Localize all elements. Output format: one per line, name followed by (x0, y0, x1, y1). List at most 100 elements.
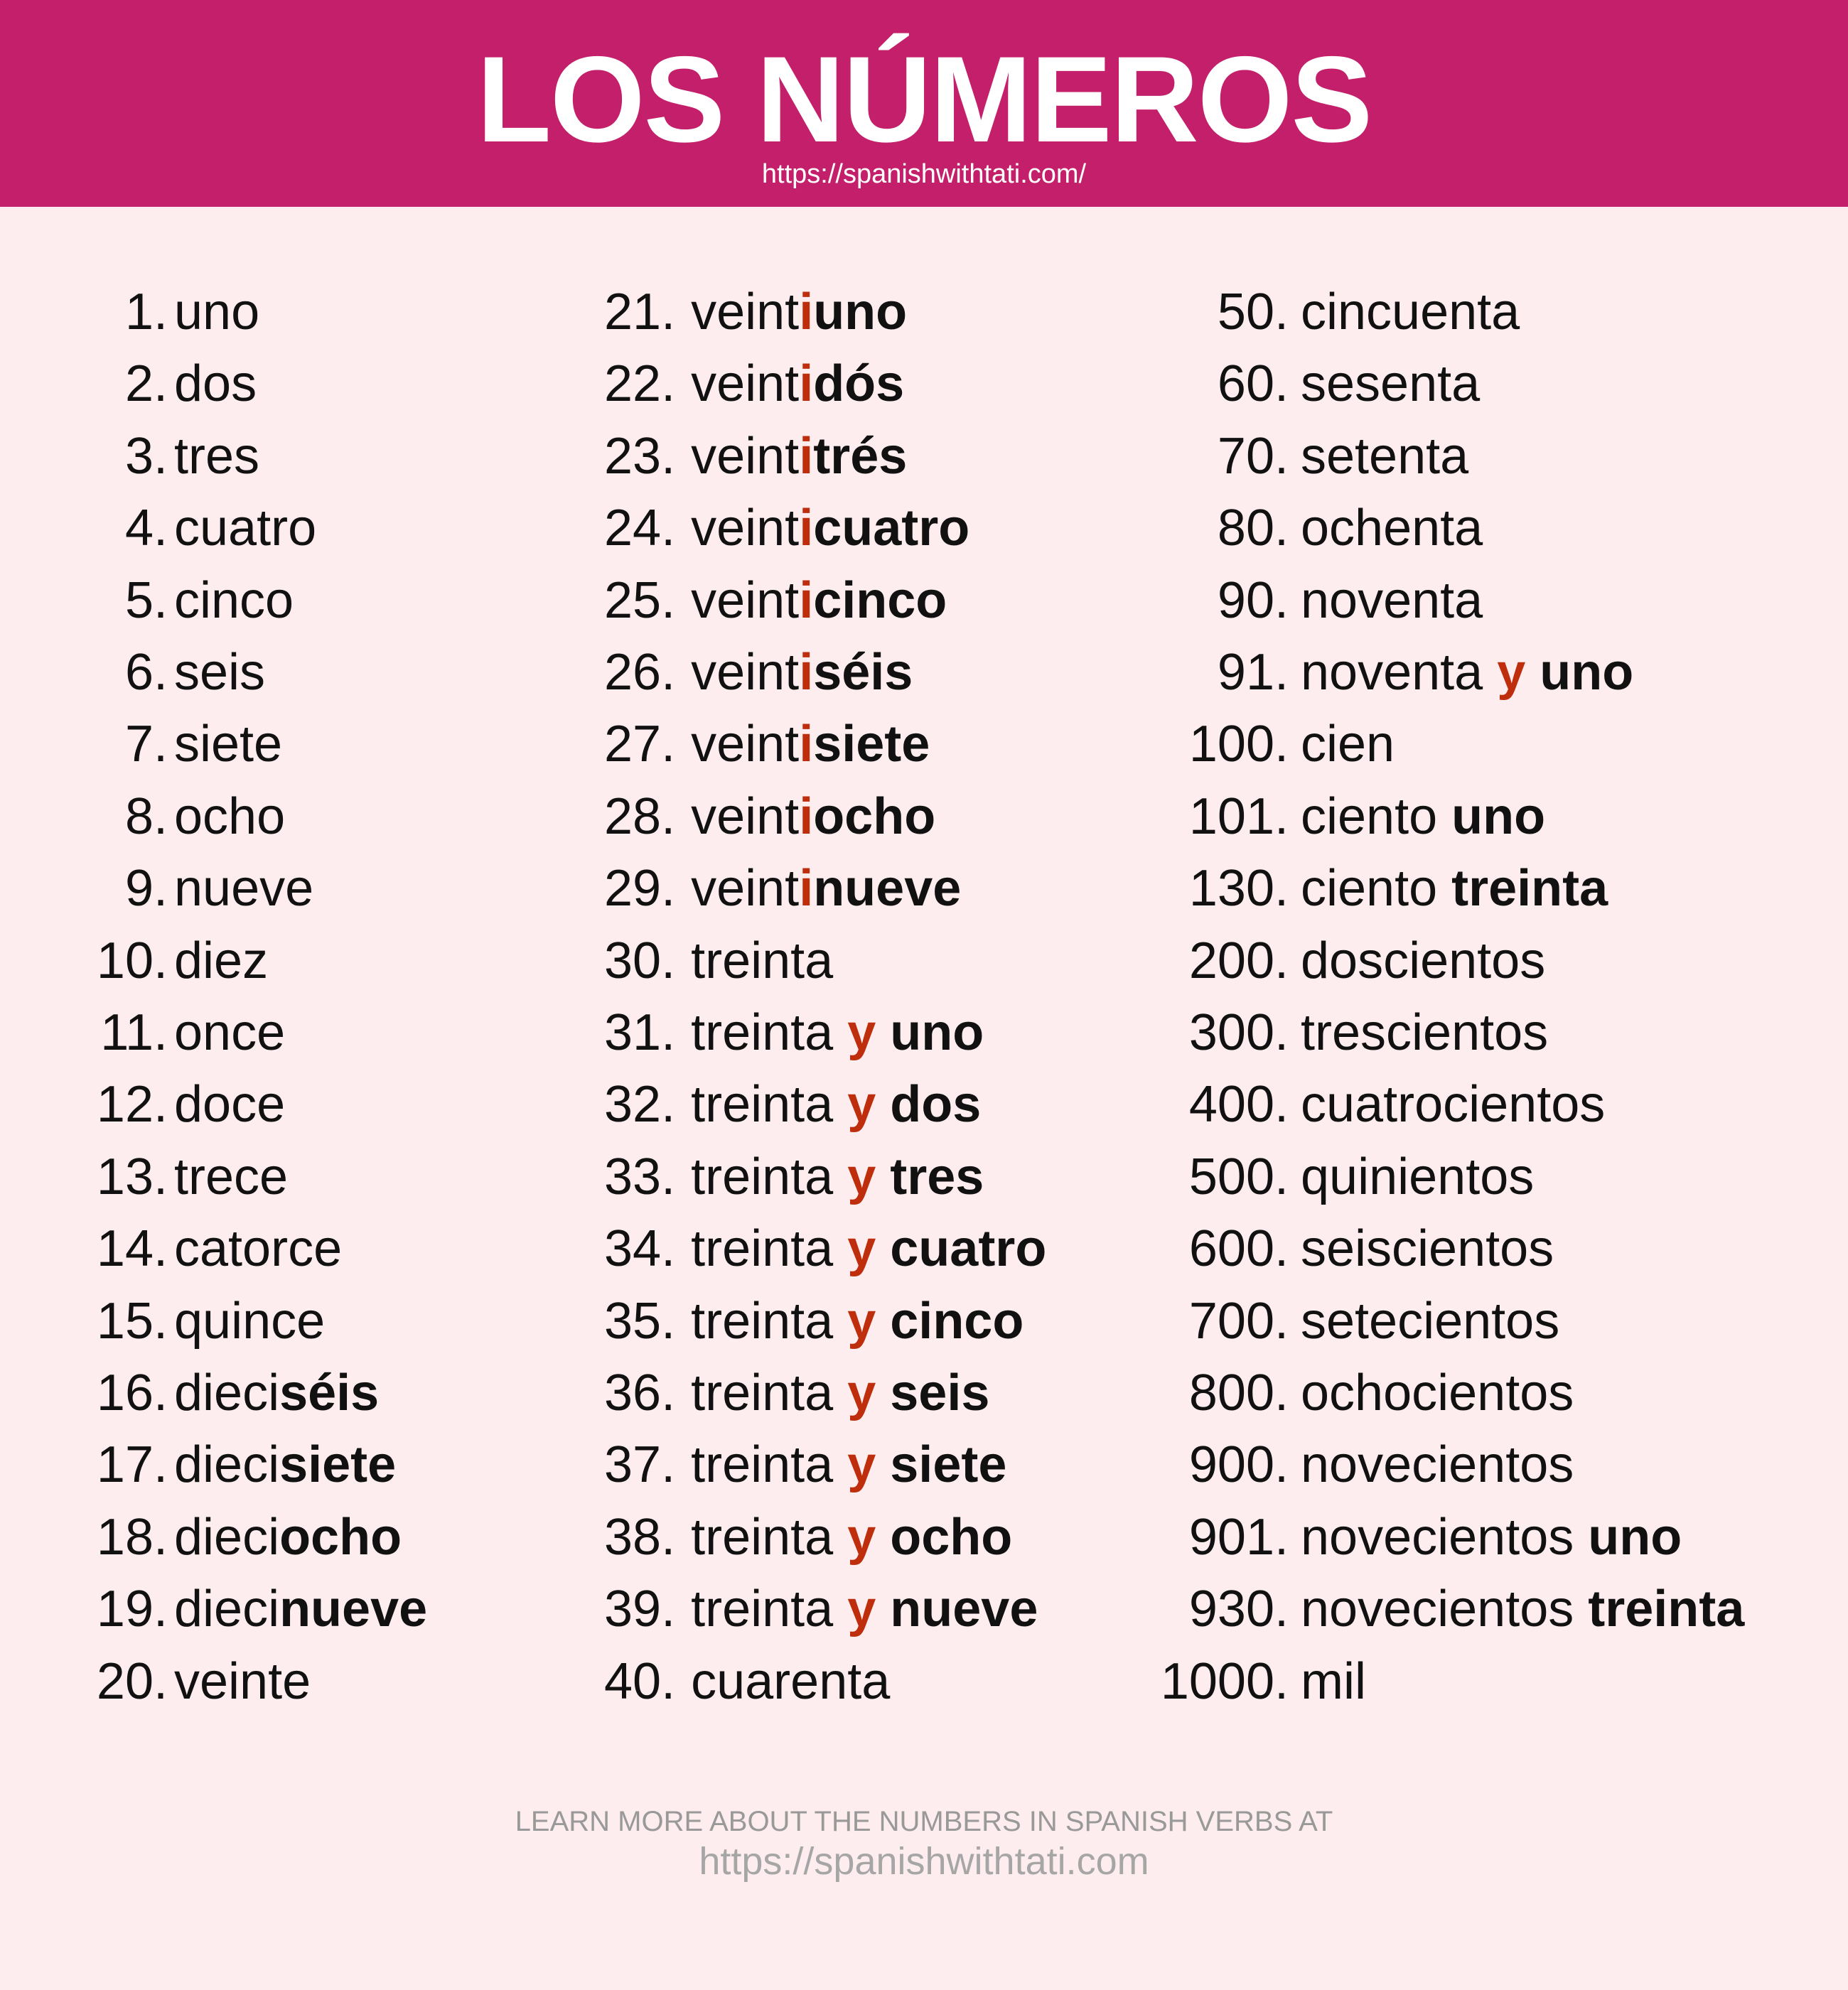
word-part: dieci (174, 1581, 280, 1638)
word-part: veint (691, 716, 800, 773)
number-label: 26. (604, 644, 676, 701)
number-row: 5. cinco (0, 565, 294, 636)
word-part: cuarenta (691, 1652, 891, 1710)
bold-part: uno (1588, 1508, 1682, 1566)
word-part: ochenta (1301, 500, 1483, 557)
word-part: ciento (1301, 787, 1452, 845)
number-row: 600. seiscientos (0, 1213, 1554, 1284)
highlight-part: i (799, 284, 814, 340)
number-label: 18. (96, 1508, 168, 1566)
bold-part: cinco (813, 571, 947, 629)
number-label: 35. (604, 1292, 676, 1350)
number-label: 91. (1217, 644, 1289, 701)
number-label: 34. (604, 1220, 676, 1278)
bold-part: uno (890, 1004, 984, 1061)
word-part: trece (174, 1148, 289, 1205)
number-row: 30. treinta (604, 925, 833, 996)
number-label: 101. (1188, 787, 1289, 845)
word-part: noventa (1301, 644, 1498, 701)
word-part: veinte (174, 1652, 311, 1710)
bold-part: dós (813, 355, 905, 413)
bold-part: seis (890, 1365, 990, 1421)
header-banner: LOS NÚMEROS https://spanishwithtati.com/ (0, 0, 1848, 207)
word-part: veint (691, 787, 800, 845)
bold-part: nueve (279, 1581, 428, 1638)
highlight-part: y (847, 1220, 891, 1278)
number-label: 9. (124, 860, 168, 918)
number-label: 60. (1217, 355, 1289, 413)
footer-url[interactable]: https://spanishwithtati.com (699, 1840, 1149, 1883)
bold-part: uno (1540, 644, 1634, 701)
number-row: 19. diecinueve (0, 1574, 427, 1645)
word-part: sesenta (1301, 355, 1481, 413)
number-label: 22. (604, 355, 676, 413)
number-row: 23. veintitrés (604, 421, 907, 492)
number-label: 39. (604, 1581, 676, 1638)
number-row: 930. novecientos treinta (0, 1574, 1744, 1645)
word-part: treinta (691, 1076, 848, 1134)
number-row: 36. treinta y seis (604, 1357, 989, 1429)
word-part: treinta (691, 1148, 848, 1205)
bold-part: cinco (890, 1292, 1024, 1350)
number-row: 39. treinta y nueve (604, 1574, 1038, 1645)
word-part: veint (691, 571, 800, 629)
bold-part: tres (890, 1148, 984, 1205)
number-row: 24. veinticuatro (604, 493, 969, 564)
number-label: 130. (1188, 860, 1289, 918)
number-label: 29. (604, 860, 676, 918)
number-label: 32. (604, 1076, 676, 1134)
number-row: 901. novecientos uno (0, 1502, 1682, 1573)
number-row: 13. trece (0, 1141, 288, 1212)
bold-part: siete (813, 716, 930, 773)
number-label: 700. (1188, 1292, 1289, 1350)
word-part: uno (174, 284, 260, 340)
number-label: 28. (604, 787, 676, 845)
highlight-part: y (847, 1292, 891, 1350)
header-url[interactable]: https://spanishwithtati.com/ (761, 159, 1087, 189)
number-label: 900. (1188, 1436, 1289, 1494)
number-label: 15. (96, 1292, 168, 1350)
number-label: 6. (124, 644, 168, 701)
number-row: 37. treinta y siete (604, 1429, 1006, 1500)
bold-part: ocho (890, 1508, 1013, 1566)
number-row: 38. treinta y ocho (604, 1502, 1012, 1573)
number-row: 800. ochocientos (0, 1357, 1574, 1429)
number-row: 50. cincuenta (0, 276, 1520, 348)
highlight-part: y (847, 1076, 891, 1134)
number-label: 21. (604, 284, 676, 340)
number-row: 101. ciento uno (0, 781, 1545, 852)
bold-part: dos (890, 1076, 982, 1134)
number-row: 17. diecisiete (0, 1429, 396, 1500)
number-label: 23. (604, 427, 676, 485)
word-part: dieci (174, 1436, 280, 1494)
number-label: 12. (96, 1076, 168, 1134)
word-part: cien (1301, 716, 1395, 773)
number-row: 31. treinta y uno (604, 997, 984, 1068)
word-part: novecientos (1301, 1581, 1589, 1638)
word-part: doscientos (1301, 932, 1546, 989)
number-row: 9. nueve (0, 853, 313, 924)
word-part: treinta (691, 1508, 848, 1566)
number-row: 22. veintidós (604, 348, 904, 419)
number-label: 901. (1188, 1508, 1289, 1566)
bold-part: treinta (1588, 1581, 1745, 1638)
word-part: cuatrocientos (1301, 1076, 1606, 1134)
bold-part: uno (813, 284, 908, 340)
word-part: mil (1301, 1652, 1366, 1710)
number-row: 60. sesenta (0, 348, 1480, 419)
number-row: 28. veintiocho (604, 781, 935, 852)
number-row: 15. quince (0, 1286, 325, 1357)
word-part: veint (691, 500, 800, 557)
highlight-part: y (847, 1581, 891, 1638)
number-label: 4. (124, 500, 168, 557)
number-label: 36. (604, 1365, 676, 1421)
number-label: 16. (96, 1365, 168, 1421)
number-label: 200. (1188, 932, 1289, 989)
word-part: quince (174, 1292, 326, 1350)
word-part: dos (174, 355, 257, 413)
number-label: 3. (124, 427, 168, 485)
number-label: 14. (96, 1220, 168, 1278)
bold-part: siete (279, 1436, 397, 1494)
number-label: 31. (604, 1004, 676, 1061)
number-label: 10. (96, 932, 168, 989)
